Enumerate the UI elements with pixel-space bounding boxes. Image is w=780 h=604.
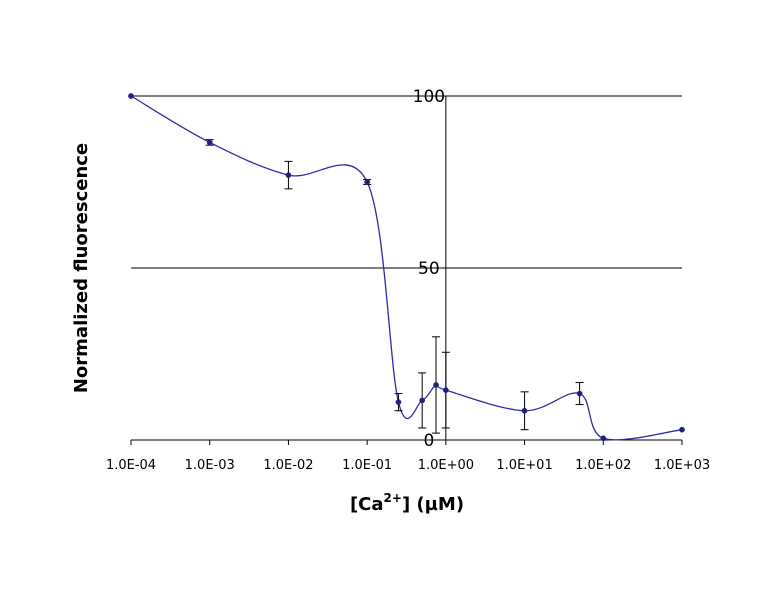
y-tick-label: 50 xyxy=(418,259,440,279)
x-tick-label: 1.0E+02 xyxy=(575,458,631,473)
data-point xyxy=(679,426,685,433)
x-tick-label: 1.0E+01 xyxy=(496,458,552,473)
series xyxy=(128,93,685,442)
x-tick-label: 1.0E-03 xyxy=(185,458,235,473)
y-tick-label: 100 xyxy=(413,87,445,107)
data-point xyxy=(576,390,583,397)
data-point xyxy=(521,407,528,414)
data-point xyxy=(364,179,370,185)
x-tick-label: 1.0E+03 xyxy=(654,458,710,473)
data-point xyxy=(433,382,439,388)
data-point xyxy=(285,172,292,178)
x-tick-label: 1.0E-01 xyxy=(342,458,392,473)
data-point xyxy=(443,387,449,393)
axes xyxy=(130,95,683,445)
x-tick-label: 1.0E-04 xyxy=(106,458,156,473)
x-tick-label: 1.0E-02 xyxy=(263,458,313,473)
gridlines xyxy=(131,95,682,269)
data-point xyxy=(600,435,607,442)
y-axis-title: Normalized fluorescence xyxy=(71,143,92,393)
labels: 1.0E-04 1.0E-03 1.0E-02 1.0E-01 1.0E+00 1.0E+… xyxy=(106,87,710,473)
data-point xyxy=(419,397,426,404)
x-axis-title: [Ca2+] (µM) xyxy=(350,491,464,515)
data-point xyxy=(128,93,134,99)
data-point xyxy=(395,399,402,406)
data-point xyxy=(206,139,213,146)
y-tick-label: 0 xyxy=(423,431,434,451)
x-tick-label: 1.0E+00 xyxy=(418,458,474,473)
